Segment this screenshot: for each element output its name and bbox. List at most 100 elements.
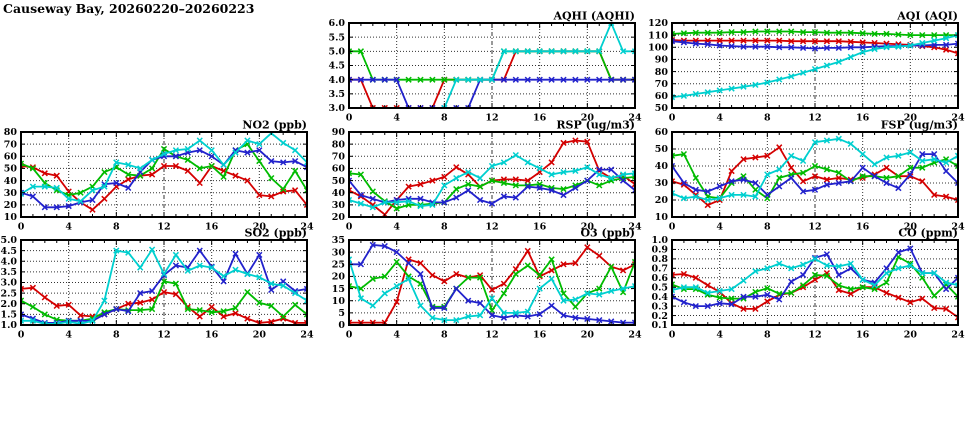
chart-aqi: 50 60 70 80 90 100 110 120 0 4 8 12 16 20 24 AQI (AQI) [648,10,970,125]
grid [672,23,958,108]
y-tick-label: 4.0 [0,256,17,267]
x-tick-label: 4 [65,330,72,341]
y-tick-label: 50 [655,103,669,114]
x-tick-label: 8 [441,330,448,341]
y-tick-label: 50 [4,164,18,175]
y-tick-label: 60 [4,151,18,162]
x-tick-label: 12 [808,222,821,233]
x-tick-label: 20 [581,113,595,124]
plot-border [20,239,308,326]
y-tick-label: 5 [338,308,345,319]
x-tick-label: 0 [346,222,353,233]
y-tick-label: 4.0 [328,75,345,86]
y-tick-label: 80 [332,139,346,150]
chart-title: SO2 (ppb) [245,228,308,240]
y-tick-label: 50 [332,176,346,187]
x-tick-label: 24 [300,330,314,341]
x-tick-label: 12 [157,222,170,233]
x-tick-label: 0 [669,330,676,341]
chart-fsp-canvas: 10 20 30 40 50 60 0 4 8 12 16 20 24 FSP (ug/m3) [655,119,965,233]
y-tick-label: 20 [4,200,18,211]
x-tick-label: 20 [904,330,918,341]
x-tick-label: 16 [205,330,219,341]
chart-no2: 10 20 30 40 50 60 70 80 0 4 8 12 16 20 24 NO2 (ppb) [0,119,319,234]
x-tick-label: 16 [533,113,547,124]
chart-aqhi-canvas: 3.0 3.5 4.0 4.5 5.0 5.5 6.0 0 4 8 12 16 20 24 AQHI (AQ… [328,10,642,124]
x-tick-label: 4 [716,113,723,124]
plot-border [671,239,959,326]
x-tick-label: 24 [951,330,965,341]
chart-o3: 0 5 10 15 20 25 30 35 0 4 8 12 16 20 24 O3 (ppb) [325,227,647,342]
x-tick-label: 4 [393,330,400,341]
x-tick-label: 12 [157,330,170,341]
x-tick-label: 8 [441,113,448,124]
y-tick-label: 0.8 [651,254,668,265]
plot-border [671,131,959,218]
x-tick-label: 0 [669,113,676,124]
y-tick-label: 30 [655,178,669,189]
x-tick-label: 8 [113,222,120,233]
chart-title: O3 (ppb) [580,228,635,240]
chart-title: RSP (ug/m3) [556,120,635,132]
y-tick-label: 10 [4,212,18,223]
y-tick-label: 1.0 [0,320,17,331]
y-tick-label: 60 [332,164,346,175]
axis-labels: 1.01.52.02.53.03.54.04.55.0 0 4 8 12 16 20 24 SO… [0,227,314,341]
grid [672,132,958,217]
y-tick-label: 6.0 [328,18,345,29]
page-title: Causeway Bay, 20260220–20260223 [3,1,255,16]
y-tick-label: 20 [332,212,346,223]
series-cyan [671,135,959,204]
chart-title: AQHI (AQHI) [552,11,635,23]
chart-co: 0.1 0.2 0.3 0.4 0.5 0.6 0.7 0.8 0.9 1.0 0 4 8 12 16 20 2… [648,227,970,342]
y-tick-label: 0 [338,320,345,331]
y-tick-label: 0.5 [651,282,668,293]
x-tick-label: 24 [951,222,965,233]
x-tick-label: 0 [346,330,353,341]
grid [349,132,635,217]
y-tick-label: 80 [655,67,669,78]
plot-border [20,131,308,218]
x-tick-label: 0 [669,222,676,233]
x-tick-label: 20 [904,222,918,233]
axis-labels: 10 20 30 40 50 60 0 4 8 12 16 20 24 FSP (ug/m3) [655,119,965,233]
x-tick-label: 4 [716,222,723,233]
x-tick-label: 12 [808,330,821,341]
chart-title: CO (ppm) [898,228,958,240]
y-tick-label: 0.9 [651,245,668,256]
y-tick-label: 40 [4,176,18,187]
plot-area [20,131,308,213]
chart-co-canvas: 0.10.20.30.40.50.60.70.80.91.0 0 4 8 12 16 20 2… [651,227,965,341]
x-tick-label: 8 [113,330,120,341]
y-tick-label: 0.2 [651,311,668,322]
x-tick-label: 24 [628,330,642,341]
y-tick-label: 4.5 [328,61,345,72]
y-tick-label: 70 [655,79,669,90]
chart-so2-canvas: 1.01.52.02.53.03.54.04.55.0 0 4 8 12 16 20 24 SO… [0,227,314,341]
axis-labels: 3.0 3.5 4.0 4.5 5.0 5.5 6.0 0 4 8 12 16 20 24 AQHI (AQ… [328,10,642,124]
y-tick-label: 3.0 [0,278,17,289]
chart-aqhi: 3.0 3.5 4.0 4.5 5.0 5.5 6.0 0 4 8 12 16 20 24 AQHI (AQ… [325,10,647,125]
plot-area [348,22,636,109]
y-tick-label: 30 [332,247,346,258]
y-tick-label: 1.0 [651,235,668,246]
y-tick-label: 70 [4,139,18,150]
y-tick-label: 0.7 [651,264,668,275]
y-tick-label: 110 [648,30,668,41]
y-tick-label: 90 [655,55,669,66]
x-tick-label: 8 [764,330,771,341]
y-tick-label: 4.5 [0,246,17,257]
x-tick-label: 4 [393,222,400,233]
x-tick-label: 16 [856,113,870,124]
y-tick-label: 40 [655,161,669,172]
x-tick-label: 8 [764,113,771,124]
y-tick-label: 25 [332,259,345,270]
y-tick-label: 90 [332,127,346,138]
